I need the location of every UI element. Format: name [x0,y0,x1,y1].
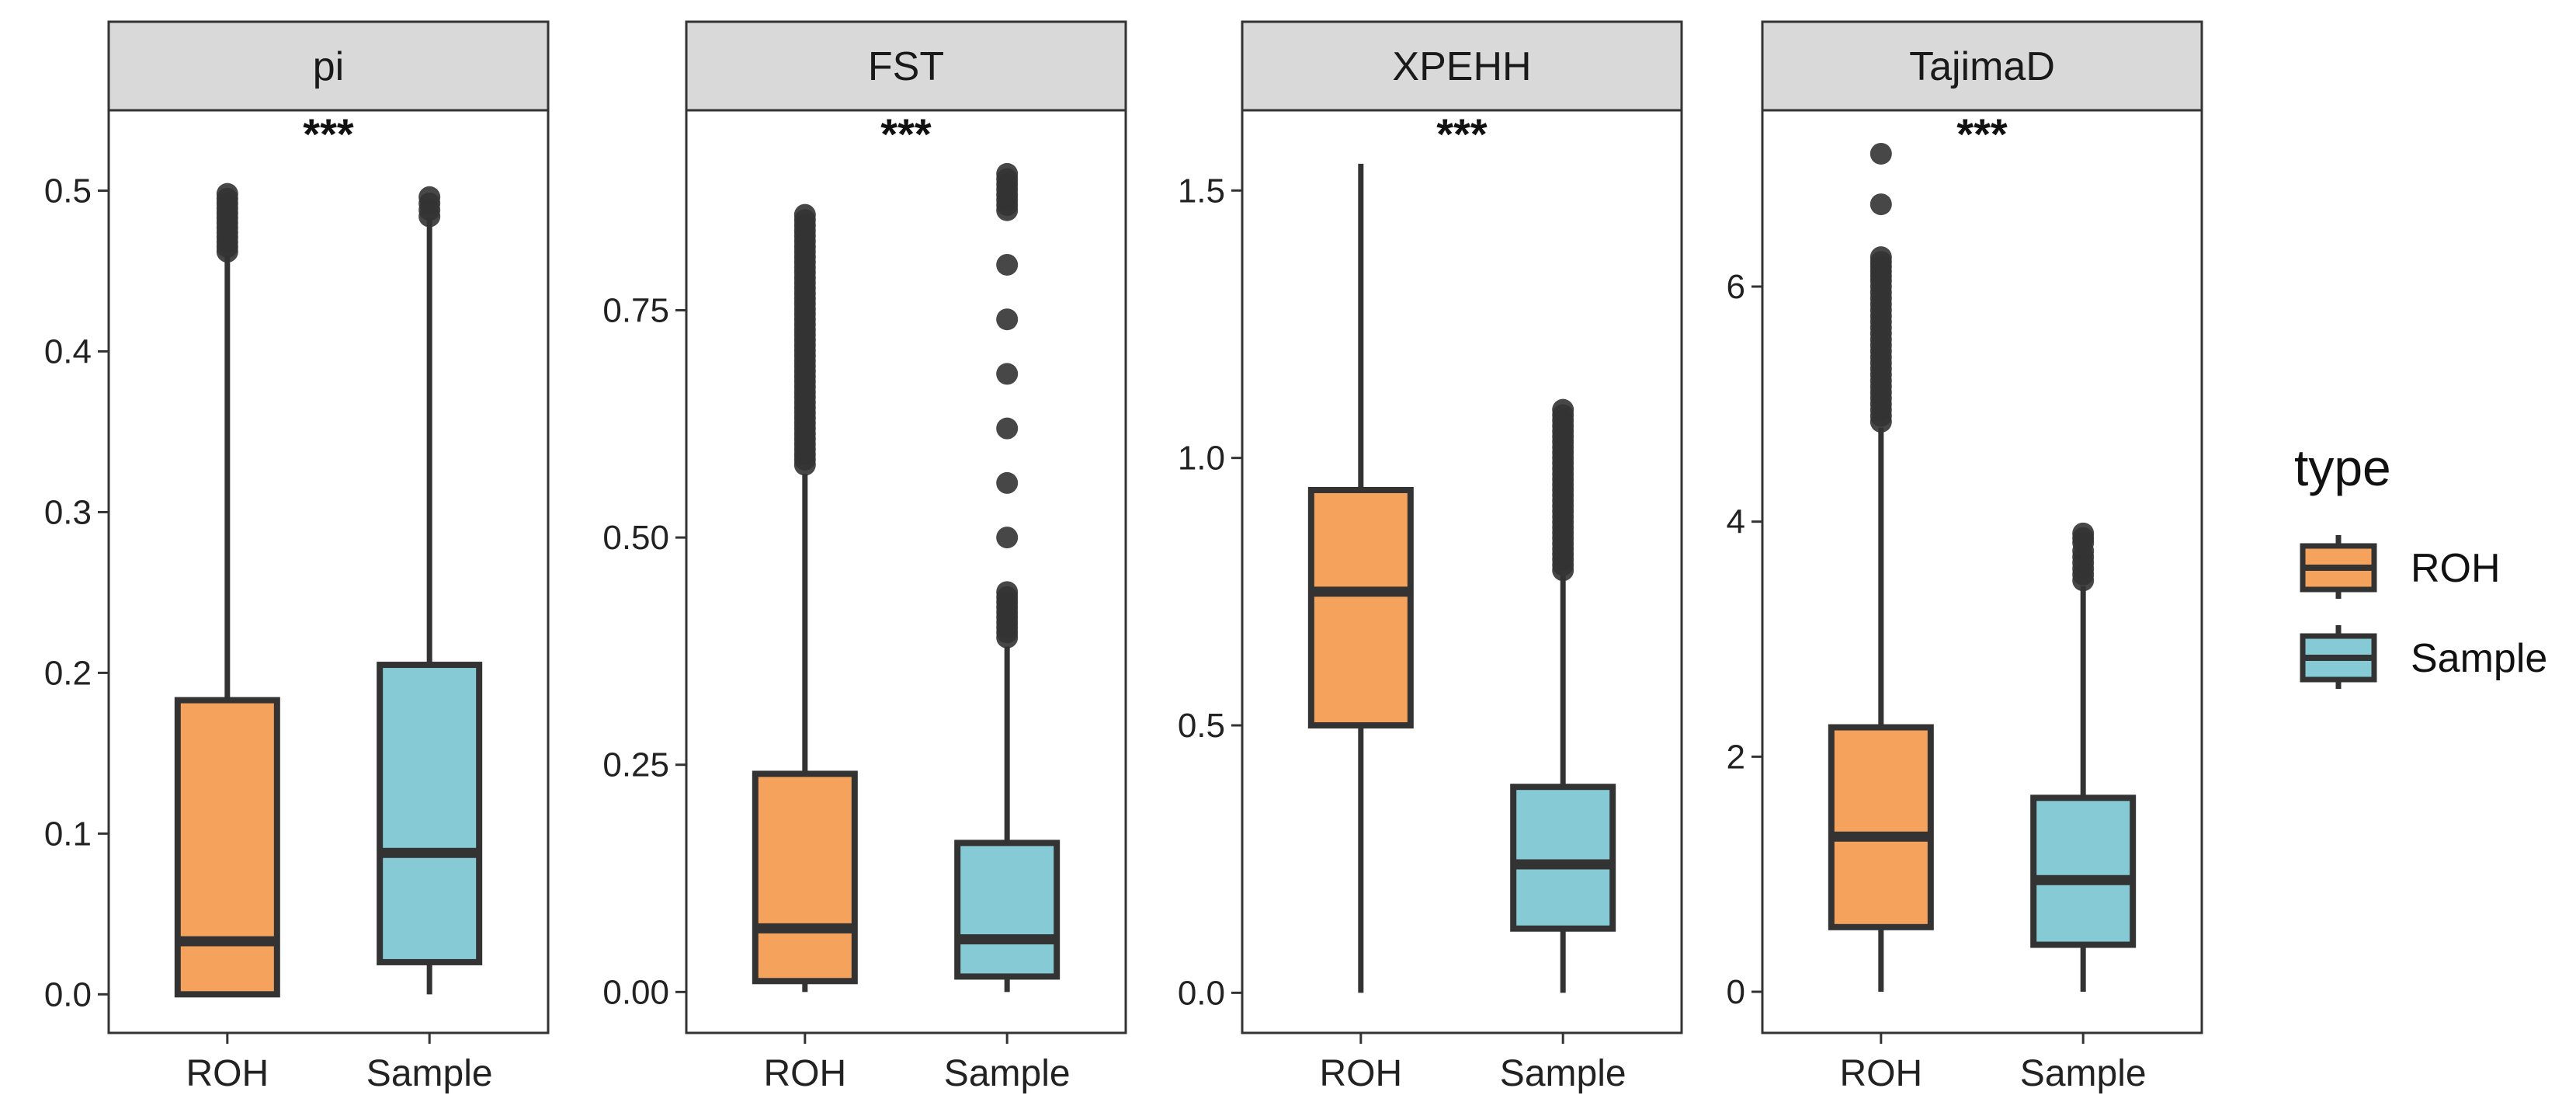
legend-label-Sample: Sample [2411,636,2547,681]
outlier-point [418,186,441,208]
legend-key-ROH [2300,535,2377,599]
strip-header-TajimaD [1761,20,2203,112]
box-XPEHH-Sample [1510,398,1616,993]
strip-header-XPEHH [1241,20,1683,112]
box-FST-Sample [954,162,1061,993]
y-tick-label-XPEHH-1: 0.5 [1178,707,1225,745]
box-body [1828,724,1934,930]
strip-header-FST [685,20,1127,112]
y-tick-label-FST-1: 0.25 [602,746,669,784]
y-tick-label-XPEHH-2: 1.0 [1178,440,1225,478]
panel-XPEHH: XPEHH 0.0 0.5 1.0 1.5 ROH Sample *** [1178,20,1683,1094]
outlier-point [996,417,1019,440]
outlier-point [996,527,1019,549]
outlier-point [1552,404,1574,426]
outlier-point [1870,193,1892,216]
outlier-point [996,586,1019,608]
outlier-point [793,209,816,231]
panel-pi: pi 0.0 0.1 0.2 0.3 0.4 0.5 ROH Sample *** [44,20,550,1094]
x-tick-label-TajimaD-Sample: Sample [2020,1053,2147,1094]
y-tick-label-XPEHH-0: 0.0 [1178,974,1225,1012]
panel-TajimaD: TajimaD 0 2 4 6 ROH Sample *** [1727,20,2203,1094]
outlier-point [996,253,1019,276]
y-tick-label-pi-0: 0.0 [44,975,92,1013]
y-tick-label-pi-4: 0.4 [44,332,92,370]
box-body [1307,486,1414,729]
y-tick-label-TajimaD-0: 0 [1727,973,1745,1011]
panel-FST: FST 0.00 0.25 0.50 0.75 ROH Sample *** [602,20,1127,1094]
outlier-point [996,471,1019,494]
outlier-point [2072,527,2095,549]
x-tick-label-TajimaD-ROH: ROH [1839,1053,1922,1094]
significance-FST: *** [880,110,932,158]
outlier-point [2072,546,2095,568]
y-tick-label-FST-3: 0.75 [602,291,669,329]
box-body [752,770,858,985]
x-tick-label-pi-Sample: Sample [366,1053,493,1094]
significance-pi: *** [303,110,354,158]
y-tick-label-pi-1: 0.1 [44,815,92,853]
outlier-point [216,187,238,210]
legend-title: type [2294,439,2391,496]
y-tick-label-pi-3: 0.3 [44,493,92,531]
y-tick-label-pi-2: 0.2 [44,654,92,692]
x-tick-label-pi-ROH: ROH [186,1053,269,1094]
box-body [377,662,483,965]
y-tick-label-pi-5: 0.5 [44,172,92,210]
strip-label-TajimaD: TajimaD [1909,44,2055,89]
box-XPEHH-ROH [1307,163,1414,993]
box-TajimaD-ROH [1828,142,1934,993]
legend: type ROH Sample [2294,439,2547,689]
strip-label-pi: pi [313,44,344,89]
y-tick-label-TajimaD-1: 2 [1727,738,1745,776]
outlier-point [996,363,1019,385]
strip-header-pi [107,20,550,112]
y-tick-label-FST-0: 0.00 [602,973,669,1011]
x-tick-label-FST-Sample: Sample [944,1053,1071,1094]
box-pi-ROH [174,183,280,998]
y-tick-label-TajimaD-2: 4 [1727,503,1745,541]
outlier-point [996,168,1019,190]
outlier-point [996,308,1019,331]
box-body [1510,784,1616,932]
outlier-point [1870,251,1892,273]
box-FST-ROH [752,203,858,993]
strip-label-XPEHH: XPEHH [1392,44,1531,89]
y-tick-label-XPEHH-3: 1.5 [1178,172,1225,210]
outlier-point [1870,142,1892,165]
x-tick-label-XPEHH-Sample: Sample [1500,1053,1626,1094]
y-tick-label-FST-2: 0.50 [602,519,669,557]
significance-XPEHH: *** [1436,110,1488,158]
significance-TajimaD: *** [1956,110,2008,158]
y-tick-label-TajimaD-3: 6 [1727,268,1745,306]
strip-label-FST: FST [868,44,944,89]
box-body [2030,794,2137,948]
box-body [954,840,1061,980]
legend-label-ROH: ROH [2411,546,2501,591]
x-tick-label-FST-ROH: ROH [763,1053,846,1094]
box-TajimaD-Sample [2030,522,2137,993]
box-body [174,697,280,998]
legend-key-Sample [2300,625,2377,689]
x-tick-label-XPEHH-ROH: ROH [1319,1053,1402,1094]
box-pi-Sample [377,186,483,995]
